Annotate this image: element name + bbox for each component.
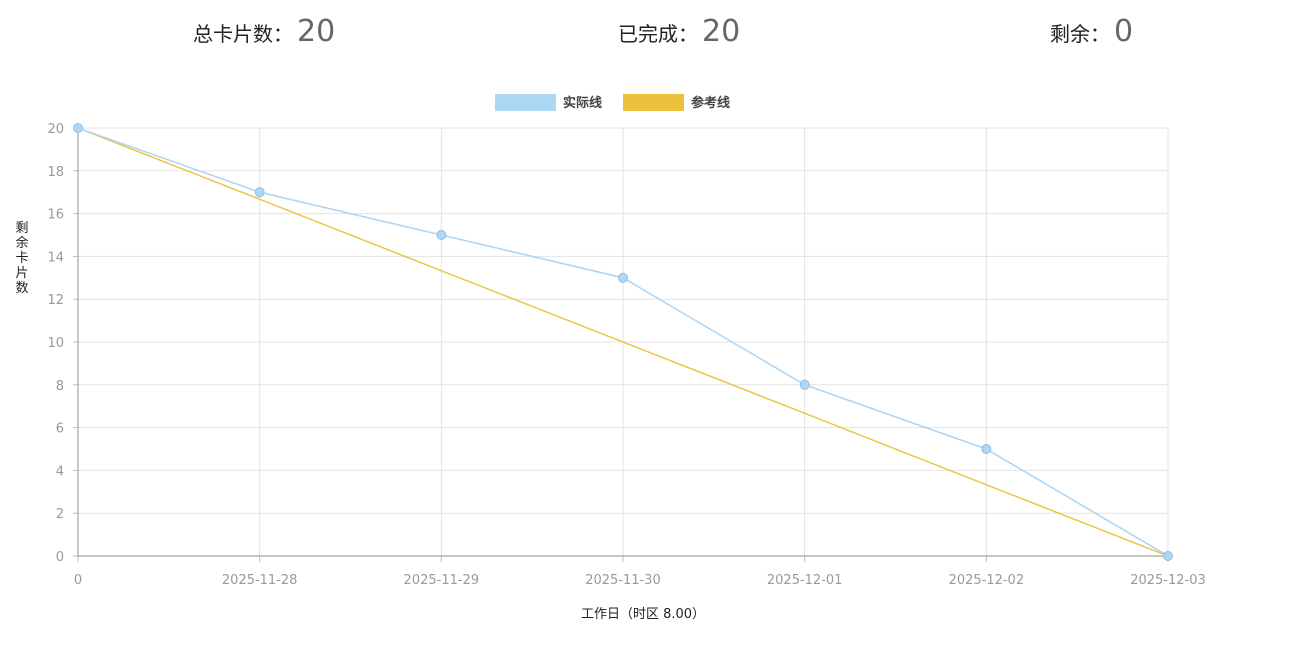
- y-tick-label: 20: [47, 122, 64, 137]
- series-line-reference: [77, 127, 1169, 557]
- x-tick-label: 2025-12-02: [949, 573, 1025, 588]
- y-tick-label: 8: [56, 379, 64, 394]
- data-point-actual: [618, 272, 628, 283]
- data-point-actual: [254, 187, 265, 198]
- legend-label: 实际线: [563, 95, 602, 111]
- axes: 0 2 4 6 8 10 12 14 16 18 20 0 2025-11-28 2025-11-29 20…: [47, 122, 1205, 588]
- stat-total-label: 总卡片数：: [193, 22, 293, 46]
- stat-completed: 已完成： 20: [618, 14, 740, 49]
- stat-remaining: 剩余： 0: [1050, 14, 1133, 49]
- x-tick-label: 2025-12-03: [1130, 573, 1206, 588]
- data-point-actual: [1163, 551, 1173, 561]
- x-tick-label: 0: [74, 573, 82, 588]
- y-tick-label: 12: [47, 293, 64, 308]
- stat-done-value: 20: [702, 14, 741, 49]
- y-tick-label: 10: [47, 336, 64, 351]
- x-tick-label: 2025-12-01: [767, 573, 843, 588]
- x-axis-title: 工作日（时区 8.00）: [581, 607, 705, 622]
- x-tick-label: 2025-11-29: [404, 573, 480, 588]
- y-tick-label: 4: [56, 464, 64, 479]
- stat-total-cards: 总卡片数： 20: [193, 14, 335, 49]
- x-tick-label: 2025-11-30: [585, 573, 661, 588]
- stat-rest-value: 0: [1114, 14, 1134, 49]
- y-axis-title-char: 片: [15, 266, 28, 281]
- y-tick-label: 16: [47, 208, 64, 223]
- y-tick-label: 2: [56, 507, 64, 522]
- y-axis-title-char: 数: [15, 281, 28, 296]
- data-point-actual: [981, 444, 992, 454]
- stat-done-label: 已完成：: [618, 22, 698, 46]
- legend-swatch: [623, 94, 684, 111]
- y-axis-title-char: 卡: [15, 251, 28, 266]
- stat-total-value: 20: [297, 14, 336, 49]
- y-tick-label: 0: [56, 550, 64, 565]
- y-axis-title: 剩余卡片数: [15, 221, 28, 296]
- legend-swatch: [495, 94, 556, 111]
- legend-label: 参考线: [691, 95, 730, 111]
- y-tick-label: 18: [47, 165, 64, 180]
- legend: 实际线 参考线: [495, 94, 730, 111]
- y-tick-label: 6: [56, 422, 64, 437]
- y-axis-title-char: 剩: [15, 221, 28, 236]
- y-tick-label: 14: [47, 250, 64, 265]
- y-axis-title-char: 余: [15, 235, 28, 251]
- data-point-actual: [799, 379, 810, 390]
- stat-rest-label: 剩余：: [1050, 22, 1110, 46]
- x-tick-label: 2025-11-28: [222, 573, 298, 588]
- series: [73, 123, 1173, 561]
- data-point-actual: [73, 123, 83, 133]
- data-point-actual: [436, 230, 447, 240]
